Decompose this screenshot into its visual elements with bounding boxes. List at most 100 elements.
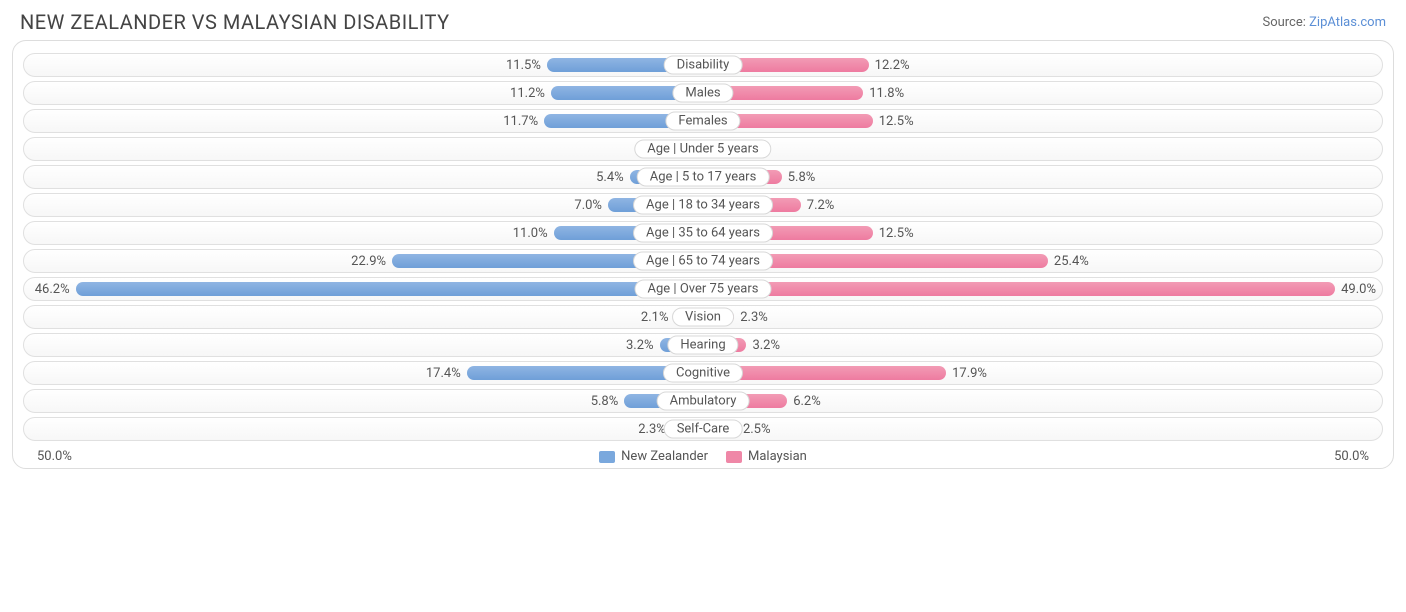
- row-right-value: 49.0%: [1335, 282, 1382, 297]
- chart-row: 11.5% 12.2% Disability: [23, 53, 1383, 77]
- chart-row: 17.4% 17.9% Cognitive: [23, 361, 1383, 385]
- chart-rows: 11.5% 12.2% Disability 11.2% 11.8% Males 11.7%…: [13, 53, 1393, 441]
- legend-item-right: Malaysian: [726, 449, 807, 464]
- row-category-label: Ambulatory: [657, 392, 750, 411]
- row-left-half: 5.8%: [24, 390, 703, 412]
- chart-row: 7.0% 7.2% Age | 18 to 34 years: [23, 193, 1383, 217]
- chart-header: NEW ZEALANDER VS MALAYSIAN DISABILITY So…: [0, 0, 1406, 40]
- row-left-value: 5.8%: [585, 394, 625, 409]
- chart-row: 11.2% 11.8% Males: [23, 81, 1383, 105]
- chart-row: 2.3% 2.5%Self-Care: [23, 417, 1383, 441]
- row-left-half: 5.4%: [24, 166, 703, 188]
- row-left-bar: [76, 282, 703, 296]
- row-left-half: 2.1%: [24, 306, 703, 328]
- chart-row: 2.1% 2.3%Vision: [23, 305, 1383, 329]
- row-category-label: Hearing: [667, 336, 738, 355]
- legend-swatch-left: [599, 451, 615, 463]
- row-right-value: 5.8%: [782, 170, 822, 185]
- chart-row: 5.8% 6.2% Ambulatory: [23, 389, 1383, 413]
- row-right-half: 3.2%: [703, 334, 1382, 356]
- legend-label-right: Malaysian: [748, 449, 807, 464]
- chart-legend: New Zealander Malaysian: [599, 449, 807, 464]
- source-prefix: Source:: [1262, 15, 1309, 30]
- row-left-value: 3.2%: [620, 338, 660, 353]
- row-category-label: Age | 65 to 74 years: [633, 252, 773, 271]
- row-left-half: 11.2%: [24, 82, 703, 104]
- chart-source: Source: ZipAtlas.com: [1262, 15, 1386, 30]
- row-right-bar: [703, 282, 1335, 296]
- row-left-half: 46.2%: [24, 278, 703, 300]
- row-left-value: 2.1%: [635, 310, 675, 325]
- chart-title: NEW ZEALANDER VS MALAYSIAN DISABILITY: [20, 10, 450, 34]
- row-left-value: 11.7%: [497, 114, 544, 129]
- row-right-value: 11.8%: [863, 86, 910, 101]
- chart-row: 5.4% 5.8% Age | 5 to 17 years: [23, 165, 1383, 189]
- row-right-value: 2.5%: [737, 422, 777, 437]
- row-left-half: 11.7%: [24, 110, 703, 132]
- row-left-half: 17.4%: [24, 362, 703, 384]
- row-right-half: 25.4%: [703, 250, 1382, 272]
- row-right-half: 2.5%: [703, 418, 1382, 440]
- row-category-label: Vision: [672, 308, 734, 327]
- row-left-half: 22.9%: [24, 250, 703, 272]
- legend-label-left: New Zealander: [621, 449, 708, 464]
- row-right-value: 12.2%: [869, 58, 916, 73]
- row-category-label: Disability: [664, 56, 743, 75]
- chart-row: 1.2%1.3%Age | Under 5 years: [23, 137, 1383, 161]
- row-right-value: 25.4%: [1048, 254, 1095, 269]
- row-left-value: 11.2%: [504, 86, 551, 101]
- row-right-half: 17.9%: [703, 362, 1382, 384]
- row-left-value: 46.2%: [29, 282, 76, 297]
- row-left-half: 11.5%: [24, 54, 703, 76]
- row-category-label: Age | Over 75 years: [635, 280, 772, 299]
- row-right-half: 7.2%: [703, 194, 1382, 216]
- legend-item-left: New Zealander: [599, 449, 708, 464]
- row-category-label: Age | 18 to 34 years: [633, 196, 773, 215]
- row-category-label: Age | Under 5 years: [634, 140, 771, 159]
- axis-right-max: 50.0%: [1334, 449, 1369, 464]
- chart-row: 22.9% 25.4% Age | 65 to 74 years: [23, 249, 1383, 273]
- row-left-value: 22.9%: [345, 254, 392, 269]
- row-left-value: 5.4%: [590, 170, 630, 185]
- axis-left-max: 50.0%: [37, 449, 72, 464]
- row-category-label: Self-Care: [664, 420, 743, 439]
- source-link[interactable]: ZipAtlas.com: [1309, 15, 1386, 30]
- chart-row: 11.0% 12.5% Age | 35 to 64 years: [23, 221, 1383, 245]
- row-left-value: 7.0%: [568, 198, 608, 213]
- chart-footer: 50.0% New Zealander Malaysian 50.0%: [13, 445, 1393, 464]
- chart-row: 3.2% 3.2% Hearing: [23, 333, 1383, 357]
- row-left-half: 1.2%: [24, 138, 703, 160]
- row-right-half: 5.8%: [703, 166, 1382, 188]
- row-right-half: 12.5%: [703, 222, 1382, 244]
- row-left-half: 11.0%: [24, 222, 703, 244]
- row-right-value: 2.3%: [734, 310, 774, 325]
- row-left-half: 2.3%: [24, 418, 703, 440]
- row-right-half: 12.5%: [703, 110, 1382, 132]
- row-right-half: 6.2%: [703, 390, 1382, 412]
- row-right-half: 49.0%: [703, 278, 1382, 300]
- row-left-value: 11.0%: [507, 226, 554, 241]
- chart-row: 46.2% 49.0% Age | Over 75 years: [23, 277, 1383, 301]
- row-category-label: Cognitive: [663, 364, 743, 383]
- row-left-half: 7.0%: [24, 194, 703, 216]
- row-category-label: Age | 5 to 17 years: [637, 168, 770, 187]
- row-left-value: 17.4%: [420, 366, 467, 381]
- row-right-value: 6.2%: [787, 394, 827, 409]
- row-right-value: 12.5%: [873, 114, 920, 129]
- row-right-half: 12.2%: [703, 54, 1382, 76]
- row-category-label: Females: [665, 112, 740, 131]
- legend-swatch-right: [726, 451, 742, 463]
- row-right-value: 12.5%: [873, 226, 920, 241]
- row-right-half: 11.8%: [703, 82, 1382, 104]
- chart-container: 11.5% 12.2% Disability 11.2% 11.8% Males 11.7%…: [12, 40, 1394, 469]
- row-category-label: Males: [672, 84, 733, 103]
- row-left-half: 3.2%: [24, 334, 703, 356]
- row-right-half: 1.3%: [703, 138, 1382, 160]
- row-right-value: 3.2%: [746, 338, 786, 353]
- row-category-label: Age | 35 to 64 years: [633, 224, 773, 243]
- chart-row: 11.7% 12.5% Females: [23, 109, 1383, 133]
- row-right-value: 17.9%: [946, 366, 993, 381]
- row-right-half: 2.3%: [703, 306, 1382, 328]
- row-right-value: 7.2%: [801, 198, 841, 213]
- row-left-value: 11.5%: [500, 58, 547, 73]
